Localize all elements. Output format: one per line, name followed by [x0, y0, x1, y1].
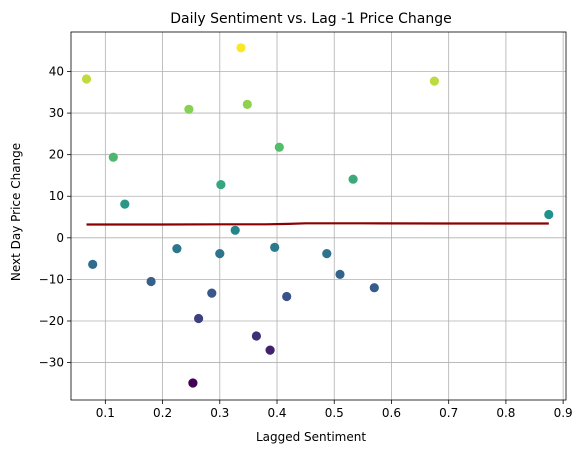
trend-line: [86, 222, 549, 226]
x-tick-label: 0.8: [496, 406, 515, 420]
scatter-points: [81, 43, 554, 388]
x-tick-label: 0.3: [210, 406, 229, 420]
scatter-point: [429, 76, 439, 86]
scatter-point: [207, 288, 217, 298]
x-tick-label: 0.5: [325, 406, 344, 420]
scatter-point: [184, 104, 194, 114]
scatter-point: [81, 74, 92, 84]
scatter-point: [215, 249, 225, 259]
x-tick-label: 0.2: [153, 406, 172, 420]
scatter-point: [146, 276, 156, 287]
scatter-point: [242, 99, 252, 109]
plot-frame: [70, 31, 567, 401]
scatter-point: [270, 242, 280, 252]
scatter-point: [108, 152, 118, 162]
scatter-point: [88, 259, 98, 269]
scatter-point: [216, 180, 226, 190]
x-tick-label: 0.4: [267, 406, 286, 420]
grid: [71, 32, 566, 400]
y-tick-label: 20: [49, 148, 64, 162]
scatter-point: [194, 313, 204, 324]
scatter-point: [236, 43, 246, 53]
scatter-point: [188, 378, 198, 388]
x-axis-label: Lagged Sentiment: [256, 430, 366, 444]
scatter-point: [120, 199, 130, 209]
y-tick-label: −20: [39, 314, 64, 328]
y-tick-label: −10: [39, 272, 64, 286]
scatter-point: [265, 345, 275, 355]
y-tick-label: 30: [49, 106, 64, 120]
scatter-point: [322, 249, 332, 259]
scatter-point: [369, 283, 379, 293]
y-tick-label: 0: [56, 231, 64, 245]
scatter-point: [335, 269, 345, 279]
scatter-point: [251, 331, 261, 341]
scatter-point: [348, 174, 358, 184]
scatter-point: [274, 142, 284, 152]
y-tick-label: −30: [39, 356, 64, 370]
axis-ticks: 0.1 0.2 0.3 0.4 0.5 0.6 0.7 0.8 0.9 −30 −20 −10 0 10 2…: [39, 65, 573, 420]
y-axis-label: Next Day Price Change: [9, 143, 23, 281]
scatter-point: [282, 291, 292, 302]
x-tick-label: 0.6: [382, 406, 401, 420]
y-tick-label: 10: [49, 189, 64, 203]
x-tick-label: 0.1: [96, 406, 115, 420]
chart-title: Daily Sentiment vs. Lag -1 Price Change: [170, 11, 452, 27]
scatter-point: [172, 244, 182, 254]
x-tick-label: 0.9: [554, 406, 573, 420]
scatter-point: [544, 209, 554, 220]
x-tick-label: 0.7: [439, 406, 458, 420]
y-tick-label: 40: [49, 65, 64, 79]
trend-line-layer: [86, 222, 549, 226]
scatter-point: [230, 225, 240, 235]
